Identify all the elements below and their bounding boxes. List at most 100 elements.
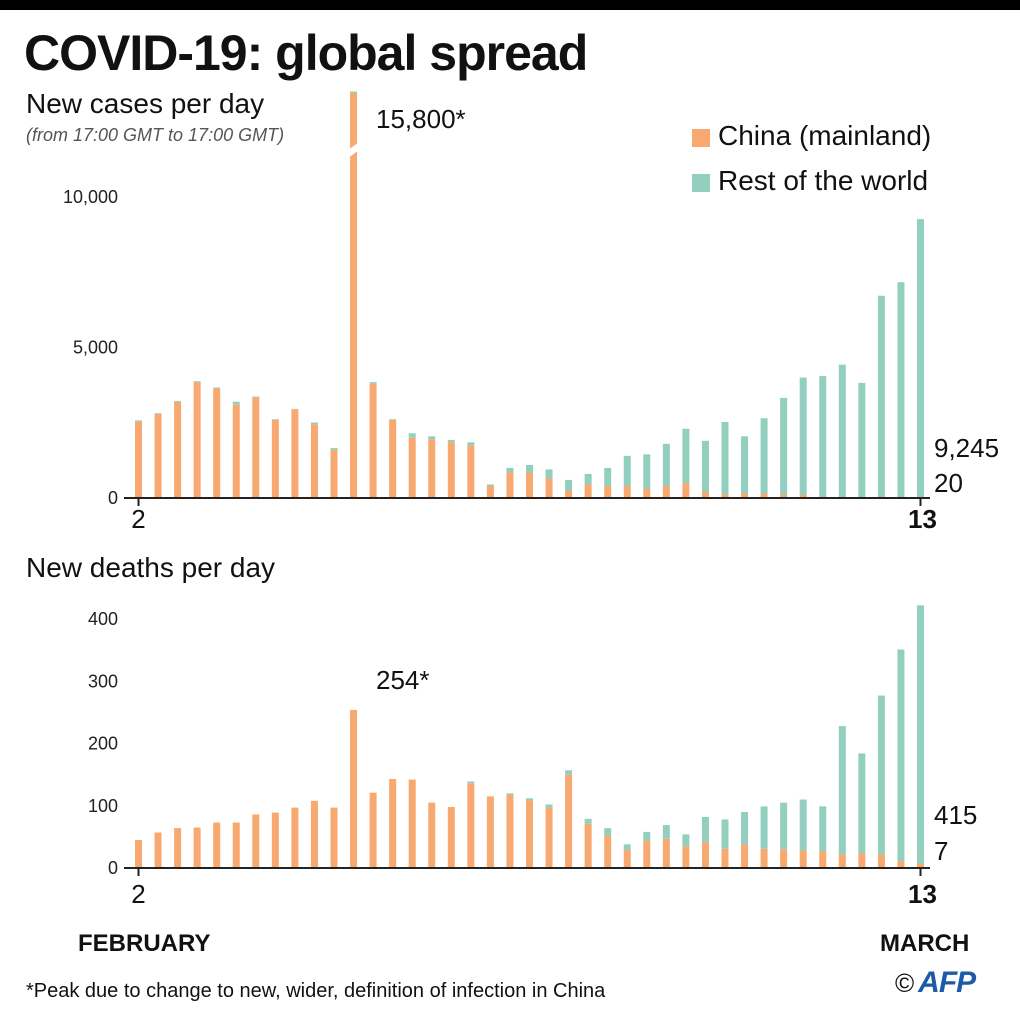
- cases-bar-china: [310, 424, 318, 498]
- legend-item-china: China (mainland): [692, 120, 931, 152]
- cases-bar-china: [584, 484, 592, 498]
- deaths-bar-china: [877, 854, 885, 868]
- cases-bar-world: [682, 428, 690, 483]
- cases-bar-china: [389, 419, 397, 498]
- deaths-annotation: 254*: [376, 665, 430, 695]
- cases-axis-break: [348, 142, 360, 158]
- cases-bar-china: [428, 439, 436, 498]
- deaths-bar-china: [232, 822, 240, 868]
- deaths-bar-world: [760, 806, 768, 849]
- deaths-bar-world: [682, 834, 690, 847]
- cases-bar-world: [662, 443, 670, 486]
- cases-bar-world: [584, 473, 592, 485]
- cases-bar-world: [799, 377, 807, 495]
- cases-bar-world: [310, 422, 318, 425]
- cases-ytick-label: 5,000: [73, 338, 118, 358]
- deaths-bar-china: [565, 774, 573, 868]
- deaths-bar-china: [310, 800, 318, 868]
- deaths-annotation: 415: [934, 800, 977, 830]
- deaths-bar-china: [917, 863, 924, 868]
- deaths-bar-china: [897, 861, 905, 868]
- cases-bar-world: [193, 381, 201, 383]
- cases-bar-world: [721, 421, 729, 495]
- deaths-bar-world: [565, 770, 573, 775]
- deaths-bar-china: [799, 850, 807, 868]
- deaths-x-label-first: 2: [131, 879, 145, 909]
- deaths-bar-world: [917, 605, 924, 864]
- deaths-bar-world: [799, 799, 807, 851]
- cases-bar-world: [917, 219, 924, 498]
- deaths-bar-china: [271, 812, 279, 868]
- deaths-bar-china: [350, 709, 358, 868]
- cases-bar-china: [252, 397, 260, 498]
- cases-annotation: 20: [934, 468, 963, 498]
- copyright-symbol: ©: [895, 968, 915, 998]
- deaths-bar-china: [604, 835, 612, 868]
- deaths-bar-china: [174, 828, 182, 868]
- cases-bar-china: [799, 494, 807, 498]
- deaths-bar-china: [330, 807, 338, 868]
- cases-bar-world: [623, 455, 631, 486]
- deaths-bar-china: [721, 848, 729, 868]
- deaths-bar-china: [467, 783, 475, 868]
- deaths-bar-world: [897, 649, 905, 862]
- cases-bar-china: [760, 493, 768, 498]
- cases-bar-world: [780, 397, 788, 495]
- deaths-bar-world: [604, 828, 612, 836]
- cases-bar-china: [526, 472, 533, 498]
- deaths-ytick-label: 200: [88, 734, 118, 754]
- cases-bar-china: [330, 449, 338, 498]
- deaths-x-label-last: 13: [908, 879, 937, 909]
- cases-bar-china: [701, 491, 709, 498]
- deaths-bar-china: [506, 794, 514, 868]
- cases-x-label-last: 13: [908, 504, 937, 534]
- deaths-bar-china: [526, 800, 533, 868]
- cases-time-note: (from 17:00 GMT to 17:00 GMT): [26, 125, 285, 145]
- afp-credit: © AFP: [895, 966, 976, 1000]
- cases-bar-world: [858, 382, 866, 498]
- legend-swatch-world: [692, 173, 710, 192]
- cases-bar-world: [369, 382, 377, 384]
- deaths-ytick-label: 100: [88, 796, 118, 816]
- cases-bar-china: [271, 419, 279, 498]
- cases-bar-china: [350, 93, 358, 498]
- cases-bar-china: [369, 383, 377, 498]
- legend-label-world: Rest of the world: [718, 165, 929, 196]
- deaths-bar-world: [526, 798, 533, 801]
- deaths-bar-china: [780, 849, 788, 868]
- cases-bar-world: [213, 387, 221, 389]
- deaths-bar-china: [486, 796, 494, 868]
- cases-annotation: 9,245: [934, 433, 999, 463]
- cases-bar-world: [154, 413, 162, 414]
- cases-bar-world: [526, 464, 533, 473]
- deaths-bar-china: [428, 802, 436, 868]
- deaths-bar-world: [721, 819, 729, 849]
- deaths-bar-world: [584, 818, 592, 824]
- deaths-bar-china: [662, 838, 670, 868]
- cases-annotation: 15,800*: [376, 104, 466, 134]
- top-rule: [0, 0, 1020, 10]
- deaths-bar-china: [252, 814, 260, 868]
- deaths-bar-world: [643, 831, 651, 841]
- cases-subtitle: New cases per day: [26, 88, 265, 119]
- deaths-bar-world: [545, 804, 553, 808]
- cases-bar-world: [506, 467, 514, 473]
- cases-bar-world: [741, 436, 749, 494]
- cases-bar-china: [193, 382, 201, 498]
- cases-bar-world: [271, 419, 279, 420]
- cases-bar-china: [408, 437, 416, 498]
- cases-bar-world: [135, 420, 142, 422]
- cases-ytick-label: 0: [108, 488, 118, 508]
- afp-logo: AFP: [918, 966, 976, 999]
- cases-bar-china: [154, 413, 162, 498]
- cases-bar-world: [545, 469, 553, 479]
- deaths-bar-world: [662, 825, 670, 839]
- cases-bar-world: [701, 440, 709, 492]
- cases-bar-china: [741, 493, 749, 498]
- deaths-subtitle: New deaths per day: [26, 552, 276, 583]
- deaths-bar-world: [838, 726, 846, 855]
- deaths-bar-china: [545, 807, 553, 868]
- cases-bar-world: [877, 295, 885, 498]
- cases-bar-china: [623, 485, 631, 498]
- deaths-bar-world: [819, 806, 827, 852]
